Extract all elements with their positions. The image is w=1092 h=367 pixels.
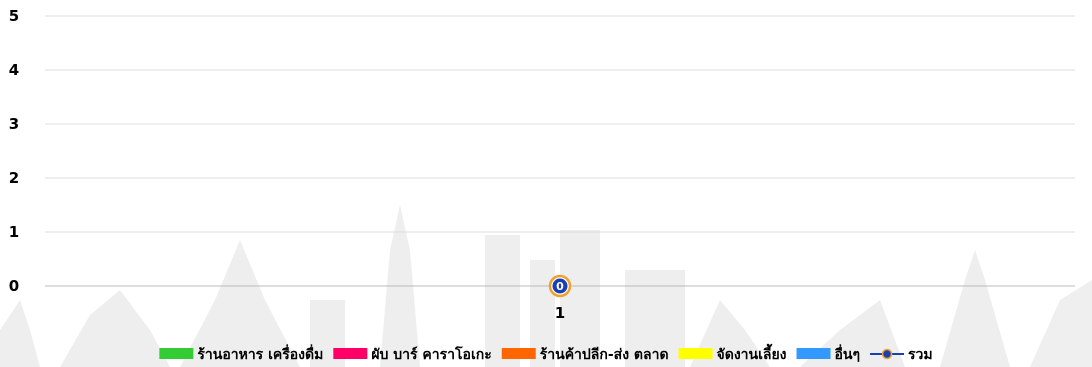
legend-line-swatch [870,348,905,360]
legend-label: ผับ บาร์ คาราโอเกะ [371,345,491,363]
legend-swatch [333,348,368,359]
y-tick-label: 0 [9,277,19,295]
x-axis: 1 [555,304,565,322]
legend-item: รวม [870,347,933,363]
y-tick-label: 4 [9,61,19,79]
series-marks: 0 [548,274,572,298]
legend-swatch [159,348,194,359]
y-axis: 0 1 2 3 4 5 [9,7,19,295]
legend-swatch [501,348,536,359]
legend-label: ร้านค้าปลีก-ส่ง ตลาด [540,347,669,363]
legend-item: ร้านอาหาร เครื่องดื่ม [159,344,323,363]
legend-swatch [678,348,713,359]
legend-item: อื่นๆ [796,344,861,363]
legend-swatch [796,348,831,359]
y-tick-label: 2 [9,169,19,187]
legend-label: อื่นๆ [835,344,861,363]
x-tick-label: 1 [555,304,565,322]
y-tick-label: 1 [9,223,19,241]
legend: ร้านอาหาร เครื่องดื่ม ผับ บาร์ คาราโอเกะ ร… [159,343,933,363]
data-label: 0 [556,280,564,293]
legend-item: ร้านค้าปลีก-ส่ง ตลาด [501,347,669,363]
legend-label: จัดงานเลี้ยง [717,343,787,363]
legend-label: ร้านอาหาร เครื่องดื่ม [197,344,323,363]
y-tick-label: 3 [9,115,19,133]
data-point [552,278,568,294]
legend-item: จัดงานเลี้ยง [678,343,787,363]
legend-marker [881,348,893,360]
legend-item: ผับ บาร์ คาราโอเกะ [333,345,492,363]
legend-label: รวม [908,347,933,363]
y-tick-label: 5 [9,7,19,25]
